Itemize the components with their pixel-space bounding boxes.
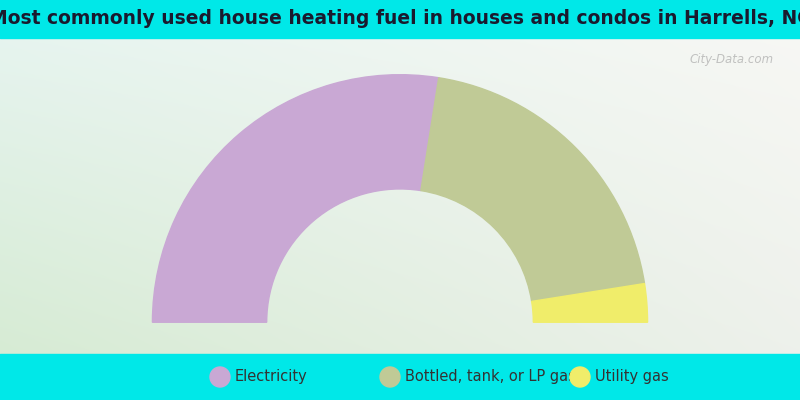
Text: Electricity: Electricity: [235, 370, 308, 384]
Text: City-Data.com: City-Data.com: [690, 54, 774, 66]
Text: Utility gas: Utility gas: [595, 370, 669, 384]
Circle shape: [380, 367, 400, 387]
Wedge shape: [421, 78, 645, 302]
Circle shape: [210, 367, 230, 387]
Circle shape: [570, 367, 590, 387]
Text: Most commonly used house heating fuel in houses and condos in Harrells, NC: Most commonly used house heating fuel in…: [0, 10, 800, 28]
Wedge shape: [153, 75, 438, 322]
Wedge shape: [532, 284, 647, 322]
Text: Bottled, tank, or LP gas: Bottled, tank, or LP gas: [405, 370, 576, 384]
